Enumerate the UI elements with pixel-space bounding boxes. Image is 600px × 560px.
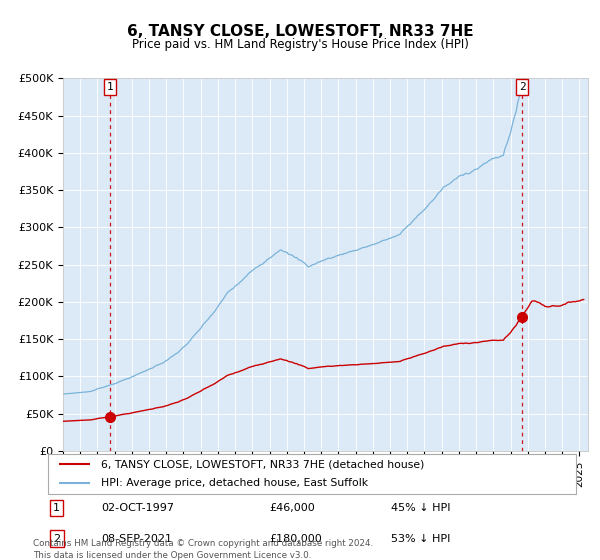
Text: 45% ↓ HPI: 45% ↓ HPI (391, 503, 451, 514)
Text: 6, TANSY CLOSE, LOWESTOFT, NR33 7HE (detached house): 6, TANSY CLOSE, LOWESTOFT, NR33 7HE (det… (101, 460, 424, 469)
Text: 02-OCT-1997: 02-OCT-1997 (101, 503, 174, 514)
Text: HPI: Average price, detached house, East Suffolk: HPI: Average price, detached house, East… (101, 478, 368, 488)
Text: £180,000: £180,000 (270, 534, 323, 544)
Text: £46,000: £46,000 (270, 503, 316, 514)
Text: Price paid vs. HM Land Registry's House Price Index (HPI): Price paid vs. HM Land Registry's House … (131, 38, 469, 51)
Text: 1: 1 (53, 503, 60, 514)
Text: 1: 1 (107, 82, 114, 92)
Text: Contains HM Land Registry data © Crown copyright and database right 2024.
This d: Contains HM Land Registry data © Crown c… (33, 539, 373, 560)
Text: 08-SEP-2021: 08-SEP-2021 (101, 534, 172, 544)
Text: 6, TANSY CLOSE, LOWESTOFT, NR33 7HE: 6, TANSY CLOSE, LOWESTOFT, NR33 7HE (127, 24, 473, 39)
FancyBboxPatch shape (48, 454, 576, 494)
Text: 2: 2 (519, 82, 526, 92)
Text: 53% ↓ HPI: 53% ↓ HPI (391, 534, 451, 544)
Text: 2: 2 (53, 534, 61, 544)
